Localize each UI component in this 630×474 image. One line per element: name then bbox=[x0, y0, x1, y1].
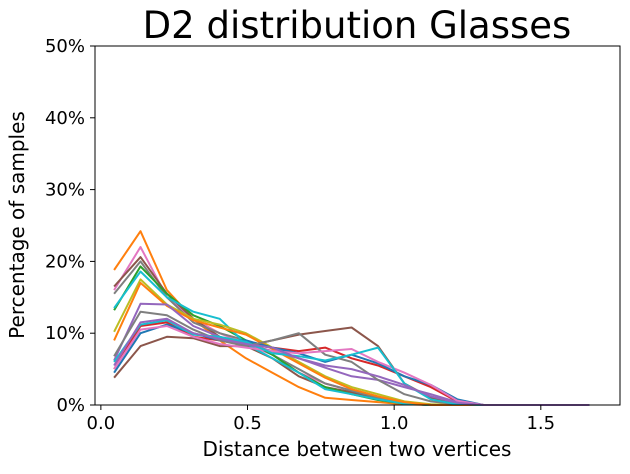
x-tick-label: 1.0 bbox=[380, 413, 409, 434]
chart-title: D2 distribution Glasses bbox=[143, 4, 572, 47]
x-axis: 0.0 0.5 1.0 1.5 bbox=[87, 405, 555, 434]
x-tick-label: 0.5 bbox=[233, 413, 262, 434]
y-tick-label: 50% bbox=[45, 36, 85, 57]
x-tick-label: 1.5 bbox=[526, 413, 555, 434]
x-tick-label: 0.0 bbox=[87, 413, 116, 434]
y-axis: 0% 10% 20% 30% 40% 50% bbox=[45, 36, 95, 416]
x-axis-label: Distance between two vertices bbox=[203, 437, 512, 461]
y-tick-label: 10% bbox=[45, 323, 85, 344]
series-line-7 bbox=[113, 278, 590, 406]
plot-frame bbox=[94, 45, 621, 406]
y-tick-label: 0% bbox=[56, 395, 85, 416]
y-axis-label: Percentage of samples bbox=[5, 111, 29, 339]
y-tick-label: 30% bbox=[45, 180, 85, 201]
y-tick-label: 40% bbox=[45, 108, 85, 129]
series-line-1 bbox=[113, 230, 590, 406]
series-line-5 bbox=[113, 265, 590, 406]
plot-lines bbox=[113, 230, 590, 406]
y-tick-label: 20% bbox=[45, 251, 85, 272]
